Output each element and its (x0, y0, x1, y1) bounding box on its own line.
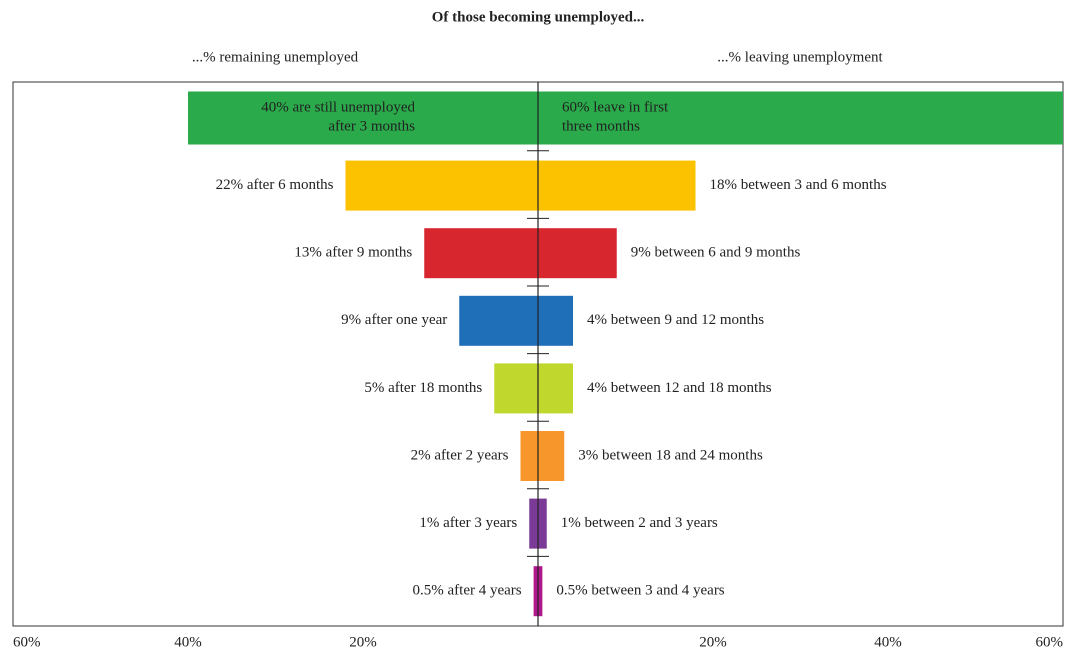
left-header: ...% remaining unemployed (192, 49, 359, 65)
data-label: 1% between 2 and 3 years (561, 515, 718, 531)
bar (345, 160, 538, 211)
bar (538, 228, 617, 279)
data-label: 9% after one year (341, 312, 447, 328)
bar (538, 363, 573, 414)
data-label: 4% between 9 and 12 months (587, 312, 764, 328)
bar (538, 91, 1063, 145)
bar (520, 431, 538, 481)
data-label: 18% between 3 and 6 months (710, 177, 887, 193)
data-label: 2% after 2 years (411, 447, 509, 463)
chart-title: Of those becoming unemployed... (432, 9, 645, 25)
bar (538, 498, 547, 549)
data-label: 0.5% after 4 years (413, 583, 522, 599)
right-header: ...% leaving unemployment (717, 49, 883, 65)
data-label: 40% are still unemployed after 3 months (261, 100, 415, 135)
bar (533, 566, 538, 617)
x-tick-label: 40% (174, 634, 202, 650)
data-label: 60% leave in first three months (562, 100, 669, 135)
x-tick-label: 60% (13, 634, 41, 650)
data-label: 0.5% between 3 and 4 years (556, 583, 724, 599)
bar (424, 228, 538, 279)
bar (529, 498, 538, 549)
data-label: 3% between 18 and 24 months (578, 447, 763, 463)
x-tick-label: 20% (699, 634, 727, 650)
data-label: 5% after 18 months (364, 380, 482, 396)
x-tick-label: 20% (349, 634, 377, 650)
x-tick-label: 60% (1036, 634, 1064, 650)
data-label: 4% between 12 and 18 months (587, 380, 772, 396)
data-label: 13% after 9 months (294, 245, 412, 261)
data-label: 1% after 3 years (419, 515, 517, 531)
bar (538, 566, 543, 617)
x-tick-label: 40% (874, 634, 902, 650)
bar (538, 295, 573, 346)
bar (538, 160, 696, 211)
bar (538, 431, 565, 481)
data-label: 22% after 6 months (216, 177, 334, 193)
bar (494, 363, 538, 414)
bar (459, 295, 538, 346)
bar (188, 91, 538, 145)
data-label: 9% between 6 and 9 months (631, 245, 801, 261)
